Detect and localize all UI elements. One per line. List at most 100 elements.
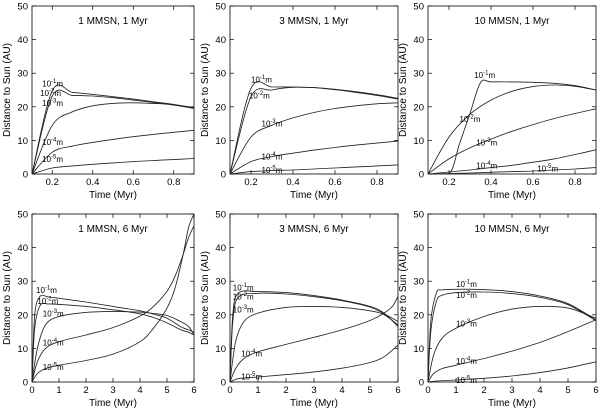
y-tick-label: 40	[413, 243, 424, 254]
series-label: 10-5m	[42, 154, 63, 164]
series-line-neg5	[32, 214, 194, 382]
series-line-neg4	[230, 140, 398, 174]
series-label: 10-3m	[476, 138, 497, 148]
x-axis-label: Time (Myr)	[290, 190, 338, 201]
y-tick-label: 20	[17, 310, 28, 321]
x-tick-label: 6	[395, 385, 400, 396]
y-tick-label: 20	[215, 310, 226, 321]
y-axis-label: Distance to Sun (AU)	[2, 251, 13, 345]
series-label: 10-4m	[262, 152, 283, 162]
x-tick-label: 5	[164, 385, 169, 396]
x-tick-label: 0.2	[46, 177, 59, 188]
series-label: 10-2m	[456, 291, 477, 301]
x-tick-label: 2	[83, 385, 88, 396]
y-tick-label: 50	[215, 210, 226, 221]
series-label: 10-5m	[43, 362, 64, 372]
y-tick-label: 0	[221, 170, 226, 181]
y-tick-label: 20	[413, 102, 424, 113]
series-line-neg4	[428, 319, 596, 382]
y-tick-label: 40	[17, 35, 28, 46]
y-tick-label: 10	[215, 344, 226, 355]
x-tick-label: 1	[56, 385, 61, 396]
y-tick-label: 50	[17, 210, 28, 221]
x-tick-label: 0.4	[484, 177, 497, 188]
series-label: 10-4m	[43, 338, 64, 348]
x-tick-label: 2	[481, 385, 486, 396]
x-tick-label: 0.6	[328, 177, 341, 188]
series-label: 10-2m	[249, 91, 270, 101]
y-tick-label: 30	[215, 277, 226, 288]
y-tick-label: 50	[413, 2, 424, 13]
series-line-neg3	[428, 305, 596, 382]
y-tick-label: 10	[17, 136, 28, 147]
series-label: 10-1m	[233, 283, 254, 293]
series-line-neg4	[428, 149, 596, 174]
x-tick-label: 0.2	[442, 177, 455, 188]
x-tick-label: 0.4	[286, 177, 299, 188]
chart-panel-6: 0 1 2 3 4 5 6 0 10 20 30 40 50 10 MMSN, 6 Myr Time (My…	[398, 210, 599, 409]
chart-title: 3 MMSN, 6 Myr	[279, 224, 349, 235]
series-line-neg5	[230, 344, 398, 382]
series-line-neg1	[230, 290, 398, 382]
x-tick-label: 0.6	[526, 177, 539, 188]
series-line-neg1	[428, 288, 596, 382]
series-label: 10-3m	[233, 305, 254, 315]
y-axis-label: Distance to Sun (AU)	[200, 251, 211, 345]
series-label: 10-3m	[43, 309, 64, 319]
series-label: 10-3m	[262, 119, 283, 128]
y-tick-label: 40	[17, 243, 28, 254]
x-axis-label: Time (Myr)	[290, 398, 338, 409]
x-tick-label: 0.2	[244, 177, 257, 188]
series-group	[428, 288, 596, 382]
x-axis-label: Time (Myr)	[89, 190, 137, 201]
chart-panel-5: 0 1 2 3 4 5 6 0 10 20 30 40 50 3 MMSN, 6 Myr Time (Myr…	[200, 210, 401, 409]
y-tick-label: 50	[215, 2, 226, 13]
plot-frame	[427, 5, 597, 175]
y-axis-label: Distance to Sun (AU)	[2, 43, 13, 137]
y-tick-label: 30	[413, 277, 424, 288]
chart-title: 10 MMSN, 6 Myr	[474, 224, 550, 235]
plot-frame	[229, 5, 399, 175]
y-tick-label: 0	[419, 378, 424, 389]
y-tick-label: 20	[17, 102, 28, 113]
series-label: 10-2m	[37, 297, 58, 307]
series-label: 10-5m	[456, 376, 477, 386]
x-tick-label: 1	[453, 385, 458, 396]
series-label: 10-4m	[42, 138, 63, 148]
series-line-neg4	[230, 296, 398, 382]
x-tick-label: 3	[509, 385, 514, 396]
series-label: 10-1m	[42, 79, 63, 89]
x-tick-label: 0	[29, 385, 34, 396]
series-line-neg3	[32, 310, 194, 382]
x-tick-label: 0	[425, 385, 430, 396]
y-tick-label: 30	[413, 69, 424, 80]
plot-frame	[427, 213, 597, 383]
series-label: 10-5m	[537, 164, 558, 174]
chart-title: 1 MMSN, 6 Myr	[78, 224, 148, 235]
x-tick-label: 5	[367, 385, 372, 396]
chart-panel-3: 0.2 0.4 0.6 0.8 0 10 20 30 40 50 10 MMSN, 1 Myr Tim…	[398, 2, 597, 201]
series-label: 10-4m	[476, 161, 497, 171]
series-label: 10-5m	[262, 165, 283, 175]
series-label: 10-1m	[36, 285, 57, 295]
series-line-neg5	[32, 158, 194, 174]
series-label: 10-3m	[42, 99, 63, 109]
chart-panel-4: 0 1 2 3 4 5 6 0 10 20 30 40 50 1 MMSN, 6 Myr Time (Myr…	[2, 210, 197, 409]
series-group	[32, 214, 194, 382]
x-tick-label: 0.8	[568, 177, 581, 188]
y-tick-label: 10	[413, 136, 424, 147]
y-tick-label: 30	[17, 277, 28, 288]
y-tick-label: 40	[215, 35, 226, 46]
y-tick-label: 0	[23, 170, 28, 181]
y-tick-label: 0	[23, 378, 28, 389]
series-group	[230, 81, 398, 174]
y-tick-label: 20	[215, 102, 226, 113]
series-line-neg5	[428, 167, 596, 174]
plot-frame	[31, 5, 195, 175]
series-line-neg4	[32, 129, 194, 174]
series-line-neg3	[230, 305, 398, 382]
series-line-neg3	[230, 102, 398, 174]
y-tick-label: 30	[17, 69, 28, 80]
series-line-neg2	[428, 291, 596, 382]
x-tick-label: 6	[593, 385, 598, 396]
